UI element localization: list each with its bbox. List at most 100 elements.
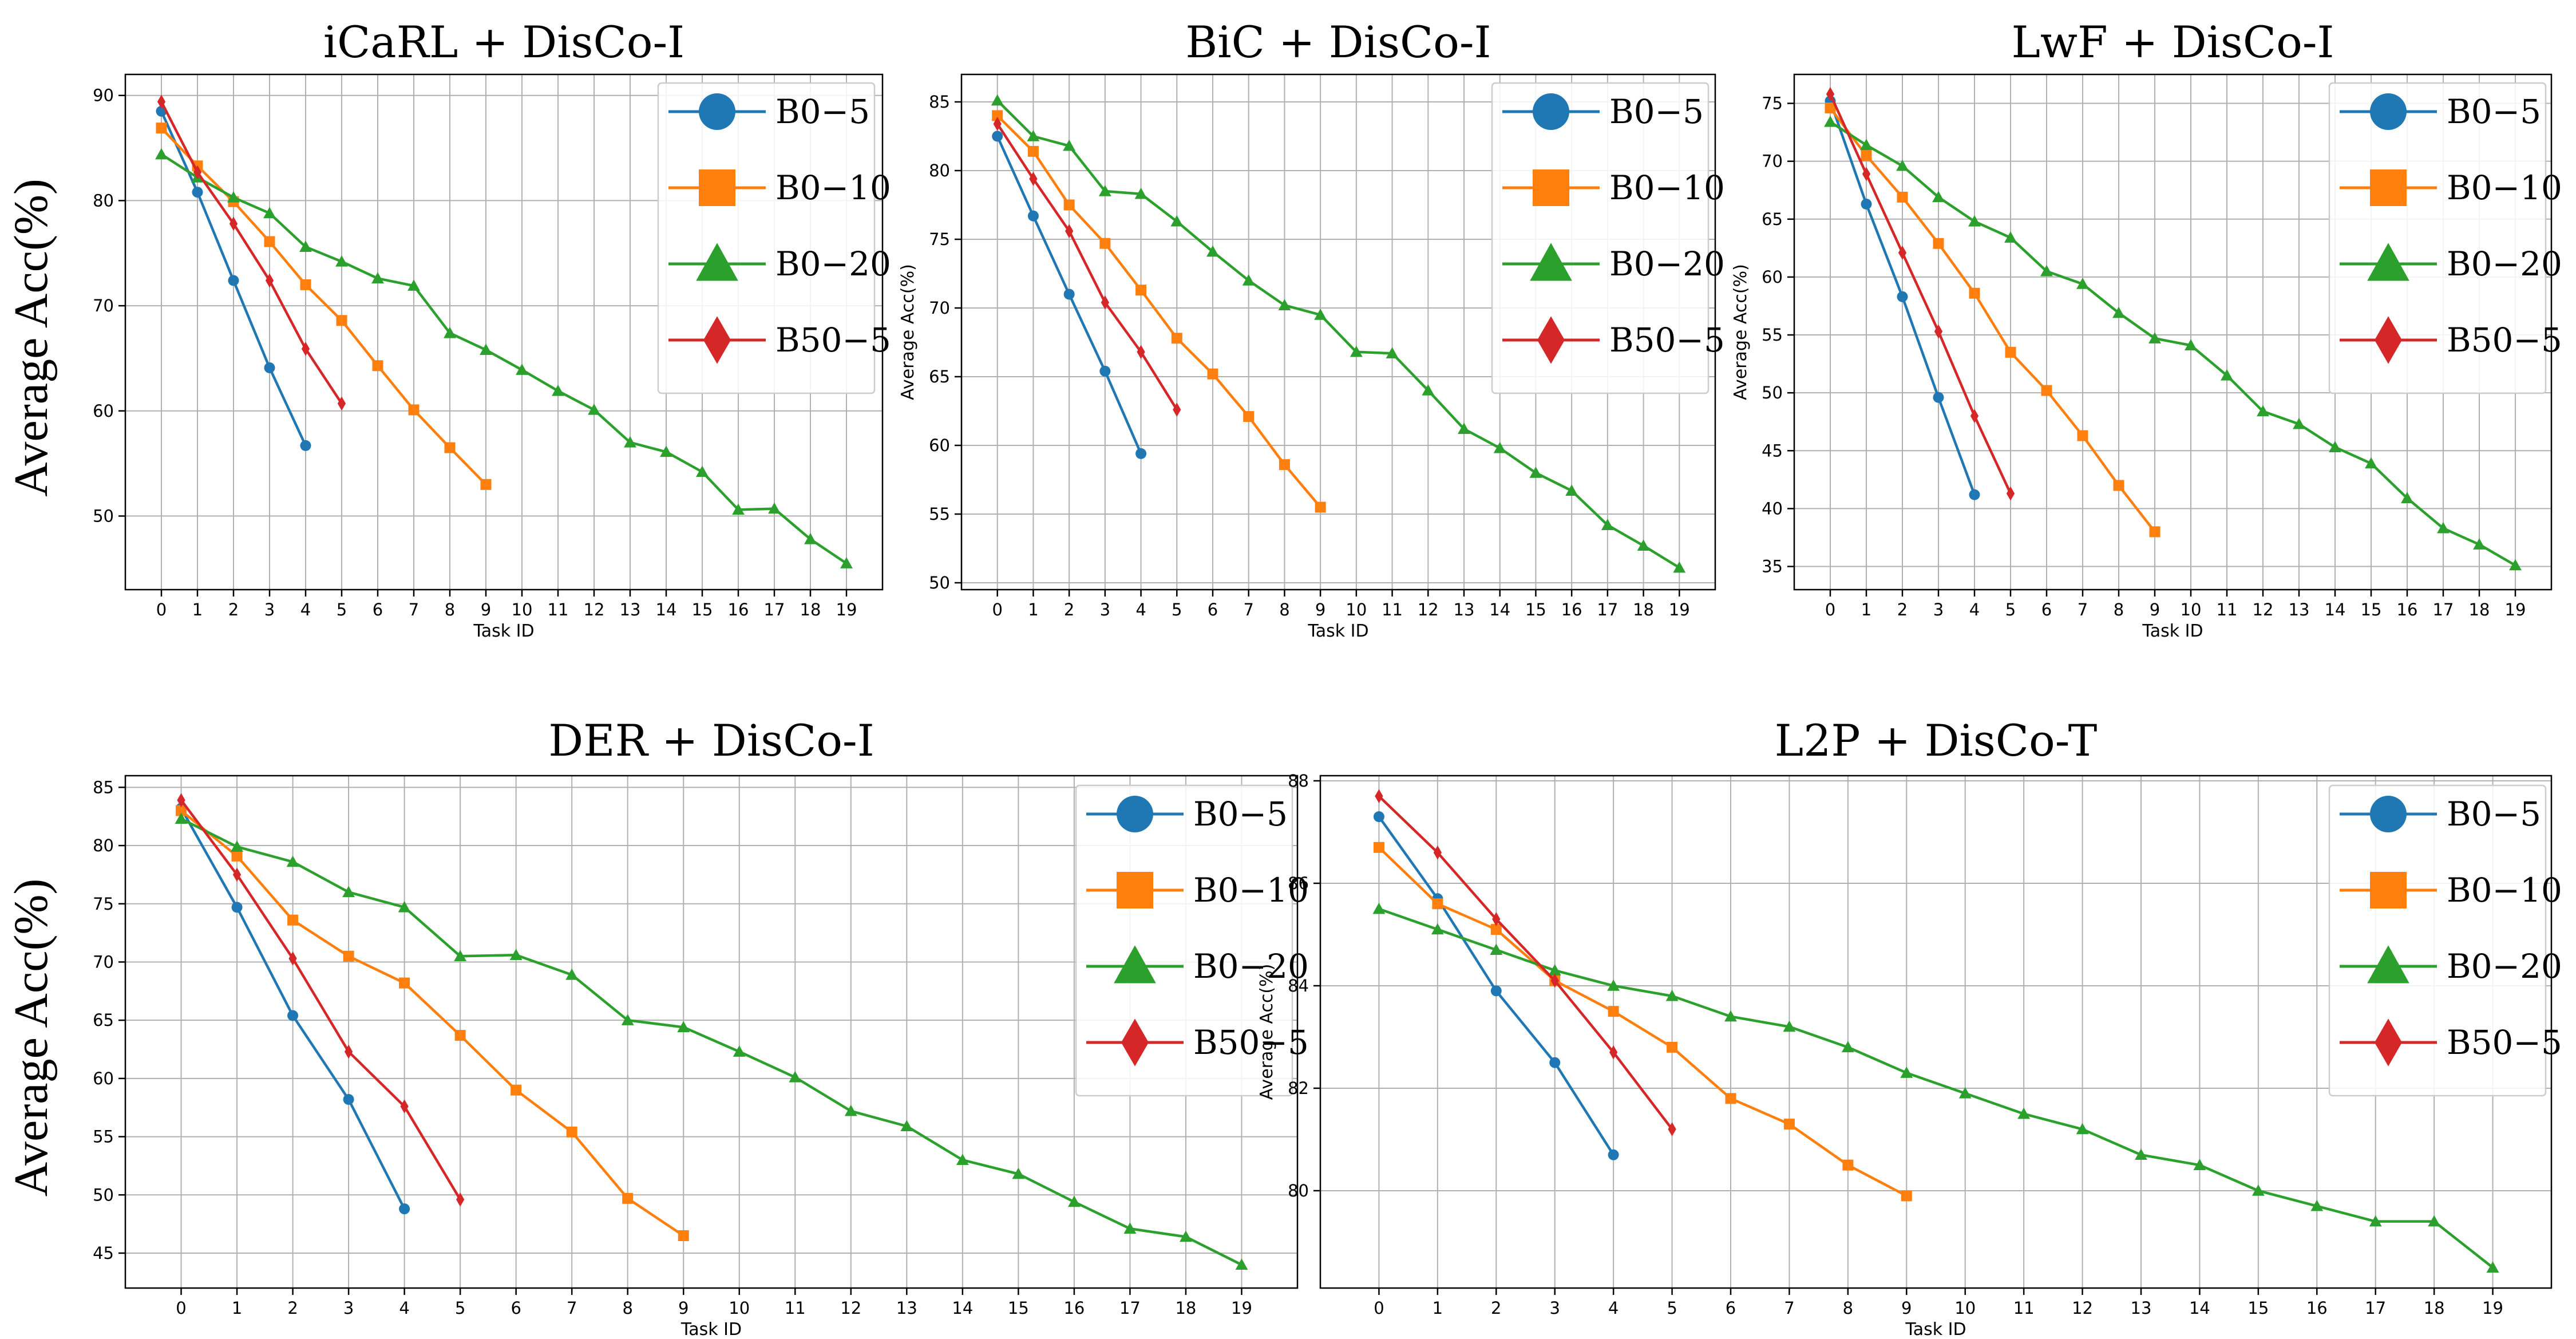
data-point	[2486, 1261, 2499, 1273]
data-point	[264, 362, 275, 373]
legend-label: B0−5	[775, 92, 870, 131]
y-tick-label: 60	[1762, 267, 1783, 287]
x-tick-label: 3	[264, 600, 275, 619]
data-point	[624, 436, 636, 448]
data-point	[2401, 492, 2413, 503]
data-point	[175, 812, 188, 824]
y-axis-label: Average Acc(%)	[1731, 264, 1751, 400]
data-point	[1137, 345, 1145, 360]
y-axis-label: Average Acc(%)	[5, 879, 58, 1197]
data-point	[299, 240, 312, 252]
data-point	[509, 949, 523, 960]
legend-label: B0−20	[775, 244, 891, 283]
data-point	[1970, 409, 1979, 423]
x-tick-label: 12	[584, 600, 605, 619]
legend-label: B0−20	[2447, 947, 2562, 986]
data-point	[407, 279, 420, 291]
data-point	[231, 840, 243, 852]
x-tick-label: 0	[1374, 1298, 1384, 1318]
y-tick-label: 45	[1762, 441, 1783, 460]
data-point	[1207, 368, 1218, 380]
data-point	[1315, 501, 1326, 513]
y-tick-label: 60	[93, 1069, 114, 1088]
legend-marker	[696, 243, 738, 281]
data-point	[660, 445, 672, 457]
data-point	[263, 207, 276, 219]
data-point	[2221, 369, 2233, 381]
x-tick-label: 8	[2114, 600, 2124, 619]
data-point	[1173, 402, 1181, 417]
data-point	[232, 867, 242, 882]
data-point	[1458, 422, 1470, 434]
x-tick-label: 17	[1597, 600, 1618, 619]
series-line	[996, 123, 1178, 410]
data-point	[2135, 1148, 2147, 1160]
data-point	[1432, 898, 1443, 910]
x-axis-label: Task ID	[1307, 621, 1368, 641]
data-point	[678, 1230, 689, 1241]
data-point	[1826, 87, 1835, 101]
data-point	[1375, 789, 1383, 804]
data-point	[1825, 102, 1836, 114]
data-point	[1099, 238, 1111, 249]
x-tick-label: 9	[1315, 600, 1325, 619]
data-point	[1135, 285, 1147, 296]
x-tick-label: 1	[232, 1298, 242, 1318]
data-point	[1934, 324, 1943, 339]
data-point	[1601, 519, 1614, 530]
data-point	[1897, 191, 1908, 203]
series-line	[1378, 795, 1673, 1130]
x-tick-label: 5	[1172, 600, 1182, 619]
y-tick-label: 70	[1762, 152, 1783, 171]
legend-label: B50−5	[775, 321, 891, 360]
data-point	[2365, 457, 2377, 469]
y-tick-label: 50	[929, 573, 950, 593]
x-tick-label: 15	[1008, 1298, 1029, 1318]
data-point	[2041, 385, 2052, 396]
data-point	[2293, 417, 2305, 429]
axes-frame	[124, 73, 884, 591]
data-point	[1433, 845, 1442, 860]
data-point	[1783, 1119, 1795, 1130]
x-axis-label: Task ID	[473, 621, 534, 641]
legend-label: B50−5	[1193, 1023, 1309, 1062]
y-tick-label: 50	[93, 1185, 114, 1204]
data-point	[1608, 1006, 1619, 1017]
data-point	[732, 503, 745, 515]
data-point	[193, 165, 202, 180]
data-point	[1206, 245, 1219, 257]
y-tick-label: 55	[929, 504, 950, 524]
series-line	[180, 817, 1243, 1266]
x-tick-label: 3	[1549, 1298, 1560, 1318]
legend-label: B0−10	[1193, 871, 1309, 910]
data-point	[344, 1044, 353, 1059]
data-point	[1901, 1190, 1912, 1202]
legend-marker	[1533, 169, 1569, 206]
x-tick-label: 4	[399, 1298, 409, 1318]
data-point	[177, 793, 185, 808]
x-tick-label: 17	[2433, 600, 2454, 619]
data-point	[1490, 924, 1502, 935]
x-tick-label: 6	[1726, 1298, 1736, 1318]
data-point	[286, 855, 299, 867]
data-point	[804, 532, 817, 544]
y-tick-label: 55	[93, 1127, 114, 1147]
x-tick-label: 19	[1231, 1298, 1252, 1318]
data-point	[264, 236, 275, 247]
data-point	[287, 914, 299, 926]
x-tick-label: 6	[1208, 600, 1218, 619]
legend-marker	[2375, 316, 2402, 364]
series-line	[160, 127, 487, 485]
data-point	[2257, 405, 2269, 417]
data-point	[516, 364, 528, 375]
data-point	[1170, 215, 1184, 227]
x-tick-label: 3	[1933, 600, 1944, 619]
x-tick-label: 8	[1843, 1298, 1853, 1318]
x-tick-label: 0	[156, 600, 167, 619]
data-point	[1243, 411, 1255, 422]
data-point	[1900, 1067, 1913, 1078]
x-tick-label: 17	[764, 600, 785, 619]
data-point	[1724, 1010, 1737, 1022]
x-tick-label: 13	[620, 600, 641, 619]
x-tick-label: 15	[2247, 1298, 2269, 1318]
